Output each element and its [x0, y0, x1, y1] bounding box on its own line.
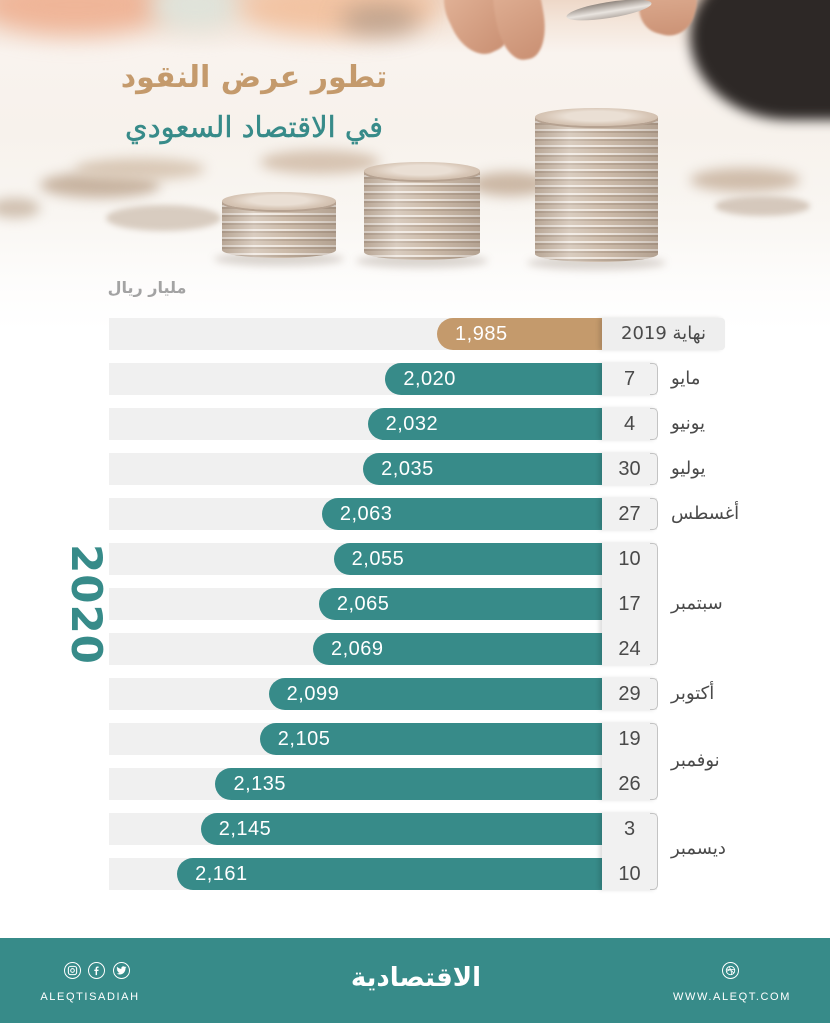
month-label-october: أكتوبر: [671, 683, 715, 704]
bar-value-label: 2,105: [277, 728, 331, 750]
bar: 2,105: [259, 723, 602, 755]
coin-stack-small: [214, 192, 344, 266]
web-icon[interactable]: [722, 962, 739, 979]
bar-value-label: 1,985: [455, 323, 508, 345]
day-label: 24: [618, 638, 641, 660]
month-label-june: يونيو: [671, 413, 706, 434]
year-label: 2020: [62, 544, 111, 665]
day-group-may: [602, 363, 658, 395]
bar-row: 2,032 4: [0, 408, 830, 440]
coin-stack-large: [527, 108, 666, 270]
day-label: 7: [623, 368, 636, 390]
instagram-icon[interactable]: [64, 962, 81, 979]
day-group-september: [602, 543, 658, 665]
month-label-september: سبتمبر: [671, 593, 723, 614]
bar-value-label: 2,065: [336, 593, 390, 615]
day-label: 27: [618, 503, 641, 525]
day-label: 10: [618, 548, 641, 570]
facebook-icon[interactable]: [88, 962, 105, 979]
title-line-1: تطور عرض النقود: [120, 60, 388, 95]
day-label: 30: [618, 458, 641, 480]
bar: 2,035: [363, 453, 602, 485]
bar-row: 2,105 19: [0, 723, 830, 755]
month-label-august: أغسطس: [671, 503, 740, 524]
baseline-label-cell: [602, 318, 725, 350]
bar-row: 2,020 7: [0, 363, 830, 395]
month-label-may: مايو: [671, 368, 701, 389]
bar-value-label: 2,161: [195, 863, 248, 885]
bar: 2,069: [312, 633, 602, 665]
day-label: 3: [623, 818, 636, 840]
bar: 2,063: [321, 498, 602, 530]
bar-row: 2,035 30: [0, 453, 830, 485]
day-label: 4: [623, 413, 636, 435]
bar: 2,161: [177, 858, 602, 890]
day-label: 26: [618, 773, 641, 795]
unit-label: مليار ريال: [107, 278, 187, 297]
bar-row: 2,063 27: [0, 498, 830, 530]
hero-photo: [0, 0, 830, 330]
twitter-icon[interactable]: [113, 962, 130, 979]
bar-value-label: 2,069: [330, 638, 384, 660]
day-group-august: [602, 498, 658, 530]
bar-value-label: 2,035: [381, 458, 434, 480]
bar-value-label: 2,063: [339, 503, 393, 525]
coin-stack-medium: [356, 162, 488, 268]
bar-row: 2,135 26: [0, 768, 830, 800]
day-group-june: [602, 408, 658, 440]
month-label-december: ديسمبر: [671, 838, 726, 859]
bar: 2,065: [318, 588, 602, 620]
social-handle[interactable]: ALEQTISADIAH: [40, 991, 140, 1003]
month-label-november: نوفمبر: [671, 750, 720, 771]
bar-value-label: 2,055: [351, 548, 405, 570]
website-link[interactable]: WWW.ALEQT.COM: [673, 991, 791, 1003]
bar-row: 2,055 10: [0, 543, 830, 575]
day-label: 19: [618, 728, 641, 750]
brand-logo: الاقتصادية: [350, 963, 482, 993]
bar: 2,135: [215, 768, 602, 800]
title-line-2: في الاقتصاد السعودي: [125, 110, 383, 145]
bar: 2,145: [200, 813, 602, 845]
bar-row: 2,145 3: [0, 813, 830, 845]
bar-row: 2,099 29: [0, 678, 830, 710]
day-group-october: [602, 678, 658, 710]
day-group-december: [602, 813, 658, 890]
bar-value-label: 2,099: [286, 683, 340, 705]
baseline-label: نهاية 2019: [621, 323, 706, 344]
bar-value-label: 2,145: [218, 818, 272, 840]
bar-row-baseline: 1,985 نهاية 2019: [0, 318, 830, 350]
day-group-july: [602, 453, 658, 485]
bar: 2,099: [268, 678, 602, 710]
bar-row: 2,161 10: [0, 858, 830, 890]
month-label-july: يوليو: [671, 458, 706, 479]
bar-value-label: 2,135: [233, 773, 287, 795]
bar-value-label: 2,020: [403, 368, 456, 390]
bar-row: 2,065 17: [0, 588, 830, 620]
bar-row: 2,069 24: [0, 633, 830, 665]
day-group-november: [602, 723, 658, 800]
bar: 1,985: [437, 318, 602, 350]
footer: ALEQTISADIAH الاقتصادية WWW.ALEQT.COM: [0, 938, 830, 1023]
day-label: 17: [618, 593, 641, 615]
bar: 2,020: [385, 363, 602, 395]
bar: 2,055: [333, 543, 602, 575]
day-label: 29: [618, 683, 641, 705]
bar: 2,032: [367, 408, 602, 440]
day-label: 10: [618, 863, 641, 885]
bar-value-label: 2,032: [385, 413, 439, 435]
